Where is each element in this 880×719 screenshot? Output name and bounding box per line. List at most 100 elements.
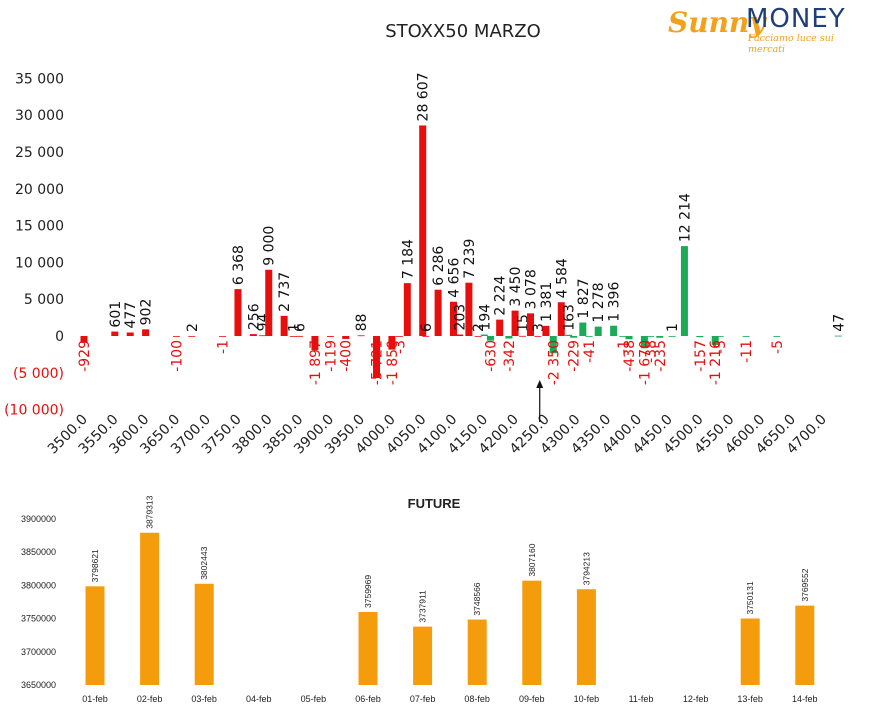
bar — [395, 336, 403, 337]
x-tick-label: 08-feb — [464, 694, 490, 704]
bar — [505, 336, 513, 339]
future-bar — [194, 583, 214, 685]
future-value-label: 3794213 — [581, 552, 591, 585]
y-tick-label: 3700000 — [21, 647, 56, 657]
bar-value-label: 1 381 — [539, 282, 555, 322]
bar — [711, 336, 719, 345]
y-tick-label: 0 — [55, 329, 64, 345]
bar-value-label: -41 — [582, 340, 598, 363]
bar-value-label: -1 — [616, 340, 632, 354]
x-tick-label: 12-feb — [683, 694, 709, 704]
bar — [579, 322, 587, 336]
bar-value-label: -5 721 — [370, 340, 386, 385]
bar-value-label: 2 737 — [277, 272, 293, 312]
future-bar — [85, 586, 105, 685]
bar — [496, 319, 504, 336]
bar-value-label: -3 — [392, 340, 408, 354]
bar-value-label: 6 368 — [231, 245, 247, 285]
bar — [619, 336, 627, 337]
bar-value-label: -1 216 — [708, 340, 724, 385]
bar-value-label: 7 184 — [400, 239, 416, 279]
bar — [456, 334, 464, 336]
future-bar — [358, 611, 378, 685]
bar-value-label: 163 — [562, 304, 578, 331]
bar-value-label: -1 — [216, 340, 232, 354]
bar — [696, 336, 704, 338]
bar — [219, 336, 227, 337]
bar — [259, 335, 267, 337]
bar-value-label: -342 — [502, 340, 518, 372]
logo-tagline: Facciamo luce sui mercati — [748, 33, 834, 55]
bar-value-label: -38 — [644, 340, 660, 363]
bar-value-label: 3 450 — [508, 267, 524, 307]
bar — [188, 335, 196, 337]
future-value-label: 3748566 — [472, 582, 482, 615]
y-tick-label: 30 000 — [15, 108, 64, 124]
future-bar — [413, 626, 433, 685]
bar-value-label: -400 — [339, 340, 355, 372]
logo-sunny-word: Sunny — [668, 6, 766, 39]
future-value-label: 3750131 — [745, 581, 755, 614]
bar — [296, 335, 304, 337]
future-bar — [467, 619, 487, 685]
bar-value-label: 9 000 — [262, 226, 278, 266]
y-tick-label: 3900000 — [21, 514, 56, 524]
x-tick-label: 09-feb — [519, 694, 545, 704]
future-bar — [140, 532, 160, 685]
bar — [265, 269, 273, 336]
bar-value-label: 3 — [531, 323, 547, 332]
bar-value-label: -2 350 — [546, 340, 562, 385]
bar — [480, 334, 488, 336]
bar-value-label: -1 897 — [308, 340, 324, 385]
bar — [542, 325, 550, 336]
bar — [126, 332, 134, 336]
bar-value-label: 6 — [419, 323, 435, 332]
bar — [342, 336, 350, 339]
x-tick-label: 02-feb — [137, 694, 163, 704]
bar — [594, 326, 602, 336]
x-tick-label: 01-feb — [82, 694, 108, 704]
bar-value-label: 2 — [471, 323, 487, 332]
bar-value-label: -229 — [567, 340, 583, 372]
y-tick-label: 25 000 — [15, 145, 64, 161]
bar — [625, 336, 633, 340]
bar — [640, 336, 648, 349]
y-tick-label: 3750000 — [21, 614, 56, 624]
y-tick-label: 20 000 — [15, 182, 64, 198]
bar-value-label: 4 584 — [554, 258, 570, 298]
bar-value-label: 1 396 — [607, 282, 623, 322]
y-tick-label: 10 000 — [15, 255, 64, 271]
x-tick-label: 03-feb — [191, 694, 217, 704]
bar — [834, 335, 842, 337]
future-value-label: 3807160 — [527, 543, 537, 576]
x-tick-label: 04-feb — [246, 694, 272, 704]
future-value-label: 3737911 — [418, 590, 428, 623]
bar-value-label: -929 — [77, 340, 93, 372]
x-tick-label: 07-feb — [410, 694, 436, 704]
y-tick-label: 35 000 — [15, 71, 64, 87]
bar — [511, 310, 519, 336]
bar — [80, 336, 88, 343]
bar-value-label: -630 — [483, 340, 499, 372]
bar — [434, 289, 442, 336]
y-tick-label: 3650000 — [21, 680, 56, 690]
bar-value-label: 3 078 — [523, 269, 539, 309]
bar — [311, 336, 319, 350]
bar-value-label: 194 — [477, 304, 493, 331]
y-tick-label: (10 000) — [4, 403, 64, 419]
bar-value-label: -235 — [653, 340, 669, 372]
bar — [234, 289, 242, 336]
bar — [486, 336, 494, 341]
bar-value-label: 1 — [286, 323, 302, 332]
future-bar — [795, 605, 815, 685]
bar — [280, 315, 288, 336]
bar-value-label: 6 — [293, 323, 309, 332]
bar-value-label: 601 — [108, 301, 124, 328]
bar — [388, 336, 396, 350]
future-bar — [522, 580, 542, 685]
bar-value-label: 1 827 — [576, 278, 592, 318]
bar-value-label: -1 850 — [385, 340, 401, 385]
future-value-label: 3802443 — [199, 546, 209, 579]
bar-value-label: 2 224 — [493, 275, 509, 315]
bar — [142, 329, 150, 336]
